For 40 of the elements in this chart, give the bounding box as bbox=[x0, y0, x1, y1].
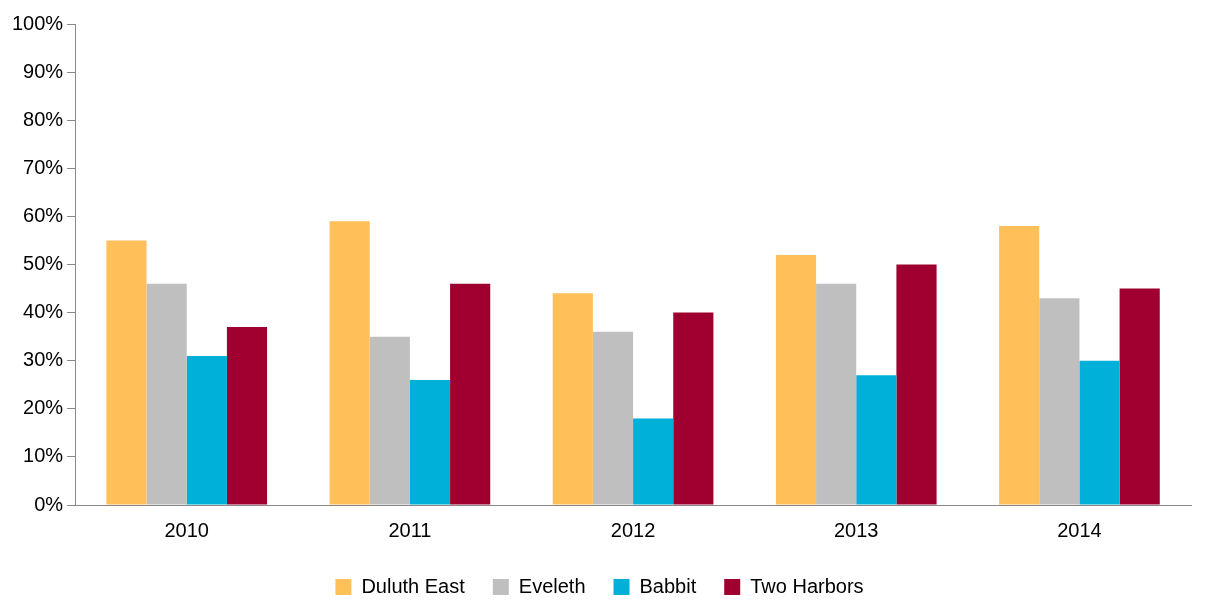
bar bbox=[106, 240, 147, 505]
bar bbox=[226, 327, 268, 505]
bar bbox=[329, 221, 370, 505]
legend-label: Babbit bbox=[639, 574, 697, 597]
y-tick-label: 70% bbox=[23, 155, 64, 178]
x-tick-label: 2013 bbox=[834, 518, 879, 541]
bar bbox=[146, 283, 187, 505]
bar bbox=[856, 375, 897, 505]
bar bbox=[592, 331, 634, 505]
bar bbox=[1079, 360, 1120, 505]
bar bbox=[1119, 288, 1160, 505]
y-tick-label: 10% bbox=[23, 444, 64, 467]
y-tick-label: 100% bbox=[12, 11, 64, 34]
x-tick-label: 2014 bbox=[1057, 518, 1102, 541]
x-tick-label: 2011 bbox=[388, 518, 432, 541]
y-tick-label: 0% bbox=[34, 492, 64, 515]
legend-label: Two Harbors bbox=[750, 574, 864, 597]
bar bbox=[186, 355, 227, 505]
y-tick-label: 90% bbox=[23, 59, 64, 82]
bar bbox=[450, 283, 491, 505]
y-tick-label: 40% bbox=[23, 300, 64, 323]
x-tick-label: 2012 bbox=[610, 518, 656, 541]
bar bbox=[896, 264, 937, 505]
y-tick-label: 30% bbox=[23, 348, 64, 371]
bar bbox=[369, 336, 410, 505]
bar bbox=[775, 254, 817, 505]
bar bbox=[999, 226, 1040, 505]
y-tick-label: 60% bbox=[23, 203, 64, 226]
bar bbox=[552, 293, 593, 505]
legend-label: Eveleth bbox=[518, 574, 586, 597]
bar bbox=[1039, 298, 1080, 505]
legend-label: Duluth East bbox=[361, 574, 466, 597]
bar bbox=[633, 418, 674, 505]
y-tick-label: 50% bbox=[23, 252, 64, 275]
bar bbox=[816, 283, 857, 505]
bar bbox=[673, 312, 714, 505]
y-tick-label: 80% bbox=[23, 107, 64, 130]
x-tick-label: 2010 bbox=[164, 518, 209, 541]
y-tick-label: 20% bbox=[23, 396, 64, 419]
bar bbox=[409, 379, 451, 505]
